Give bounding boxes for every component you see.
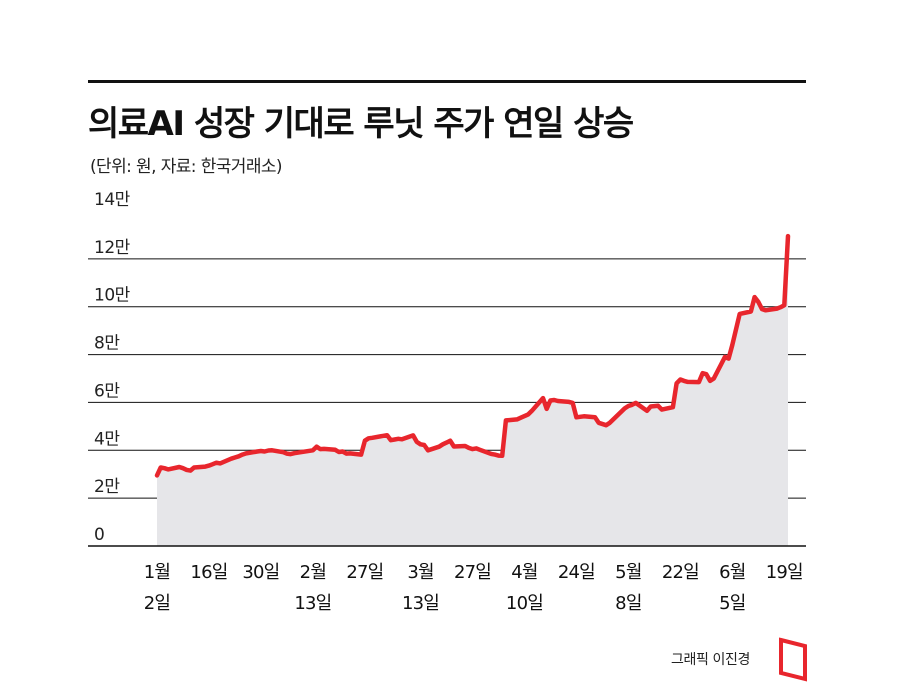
logo-mark-icon: [779, 637, 807, 682]
x-tick-label-7: 4월: [511, 562, 537, 583]
x-tick-label-4: 27일: [346, 562, 383, 583]
title-top-rule: [88, 80, 806, 83]
x-tick-sublabel-5: 13일: [402, 593, 439, 614]
x-axis: 1월 2일 16일 30일 2월 13일 27일 3월 13일 27일 4월 10일 24일 5월 8일 22…: [144, 562, 804, 614]
price-area: [157, 236, 788, 546]
price-line: [154, 233, 791, 478]
y-tick-label-5: 10만: [94, 286, 131, 306]
x-tick-label-12: 19일: [766, 562, 803, 583]
x-tick-sublabel-3: 13일: [294, 593, 331, 614]
x-tick-label-10: 22일: [662, 562, 699, 583]
x-tick-label-5: 3월: [407, 562, 433, 583]
x-tick-sublabel-0: 2일: [144, 593, 170, 614]
x-tick-label-11: 6월: [719, 562, 745, 583]
chart-title: 의료AI 성장 기대로 루닛 주가 연일 상승: [88, 104, 634, 144]
y-tick-label-4: 8만: [94, 334, 120, 354]
x-tick-label-0: 1월: [144, 562, 170, 583]
x-tick-sublabel-9: 8일: [615, 593, 641, 614]
y-axis: 0 2만 4만 6만 8만 10만 12만 14만: [94, 190, 131, 545]
y-tick-label-1: 2만: [94, 477, 120, 497]
x-tick-sublabel-7: 10일: [506, 593, 543, 614]
x-tick-label-9: 5월: [615, 562, 641, 583]
y-tick-label-7: 14만: [94, 190, 131, 210]
y-tick-label-0: 0: [94, 525, 104, 545]
graphic-credit: 그래픽 이진경: [671, 652, 750, 668]
y-tick-label-2: 4만: [94, 429, 120, 449]
x-tick-label-1: 16일: [190, 562, 227, 583]
x-tick-sublabel-11: 5일: [719, 593, 745, 614]
y-tick-label-3: 6만: [94, 381, 120, 401]
price-area-fill: [157, 236, 788, 546]
price-line-layer: [154, 233, 791, 478]
chart-subtitle: (단위: 원, 자료: 한국거래소): [90, 157, 283, 177]
x-tick-label-3: 2월: [300, 562, 326, 583]
x-tick-label-2: 30일: [242, 562, 279, 583]
y-tick-label-6: 12만: [94, 238, 131, 258]
x-tick-label-8: 24일: [558, 562, 595, 583]
x-tick-label-6: 27일: [454, 562, 491, 583]
